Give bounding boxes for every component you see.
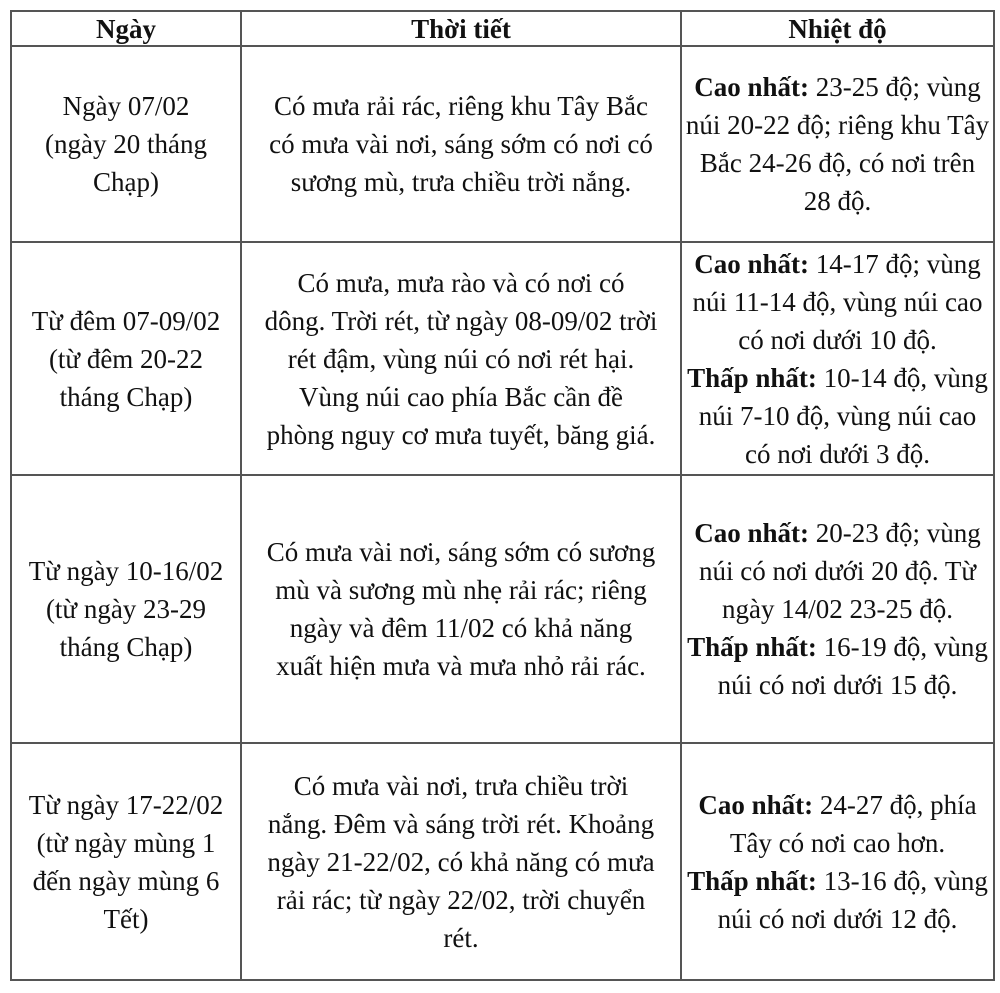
table-row: Từ đêm 07-09/02 (từ đêm 20-22 tháng Chạp… [10,241,995,476]
header-date: Ngày [10,10,242,47]
low-text: 13-16 độ, vùng núi có nơi dưới 12 độ. [717,865,988,934]
high-label: Cao nhất: [694,518,809,548]
date-cell: Từ đêm 07-09/02 (từ đêm 20-22 tháng Chạp… [10,241,242,476]
high-label: Cao nhất: [694,72,809,102]
date-cell: Từ ngày 17-22/02 (từ ngày mùng 1 đến ngà… [10,742,242,981]
high-text: 20-23 độ; vùng núi có nơi dưới 20 độ. Từ… [698,518,981,624]
temperature-cell: Cao nhất: 20-23 độ; vùng núi có nơi dưới… [680,474,995,744]
temperature-cell: Cao nhất: 23-25 độ; vùng núi 20-22 độ; r… [680,45,995,243]
high-text: 23-25 độ; vùng núi 20-22 độ; riêng khu T… [685,72,990,216]
header-weather: Thời tiết [240,10,682,47]
weather-cell: Có mưa, mưa rào và có nơi có dông. Trời … [240,241,682,476]
temperature-cell: Cao nhất: 14-17 độ; vùng núi 11-14 độ, v… [680,241,995,476]
date-cell: Từ ngày 10-16/02 (từ ngày 23-29 tháng Ch… [10,474,242,744]
weather-forecast-table: Ngày Thời tiết Nhiệt độ Ngày 07/02 (ngày… [10,10,995,981]
high-text: 24-27 độ, phía Tây có nơi cao hơn. [729,789,977,858]
weather-cell: Có mưa vài nơi, sáng sớm có sương mù và … [240,474,682,744]
low-label: Thấp nhất: [687,865,817,896]
low-text: 16-19 độ, vùng núi có nơi dưới 15 độ. [717,632,988,700]
weather-cell: Có mưa vài nơi, trưa chiều trời nắng. Đê… [240,742,682,981]
header-temperature: Nhiệt độ [680,10,995,47]
table-row: Từ ngày 17-22/02 (từ ngày mùng 1 đến ngà… [10,742,995,981]
high-label: Cao nhất: [694,248,809,279]
table-row: Từ ngày 10-16/02 (từ ngày 23-29 tháng Ch… [10,474,995,744]
temperature-cell: Cao nhất: 24-27 độ, phía Tây có nơi cao … [680,742,995,981]
high-text: 14-17 độ; vùng núi 11-14 độ, vùng núi ca… [692,248,983,355]
high-label: Cao nhất: [698,789,814,820]
low-label: Thấp nhất: [687,362,817,393]
weather-cell: Có mưa rải rác, riêng khu Tây Bắc có mưa… [240,45,682,243]
date-cell: Ngày 07/02 (ngày 20 tháng Chạp) [10,45,242,243]
table-row: Ngày 07/02 (ngày 20 tháng Chạp) Có mưa r… [10,45,995,243]
low-text: 10-14 độ, vùng núi 7-10 độ, vùng núi cao… [698,362,988,469]
table-header-row: Ngày Thời tiết Nhiệt độ [10,10,995,47]
low-label: Thấp nhất: [687,632,817,662]
